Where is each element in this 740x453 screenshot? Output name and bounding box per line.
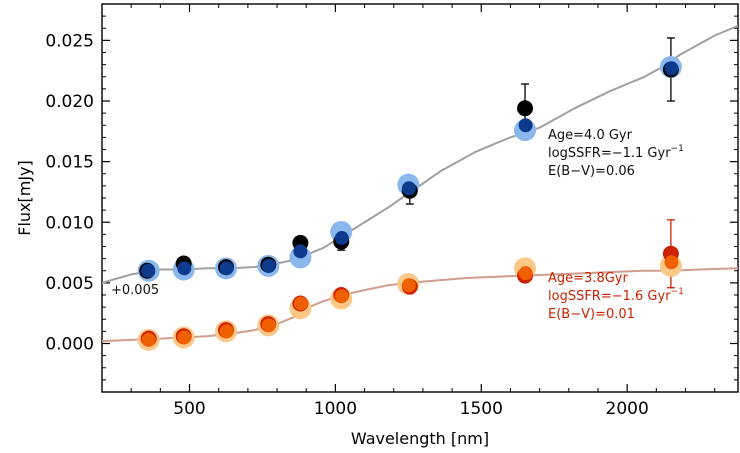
annotation-superscript: −1 (671, 144, 684, 154)
data-point (334, 231, 349, 246)
x-axis-label: Wavelength [nm] (351, 429, 489, 448)
annotation-superscript: −1 (671, 287, 684, 297)
data-point (517, 100, 534, 117)
data-points (137, 56, 682, 351)
data-point (219, 261, 234, 276)
data-point (664, 61, 679, 76)
y-tick-label: 0.005 (45, 274, 94, 294)
annotation-line: E(B−V)=0.06 (548, 164, 635, 179)
annotation-line: logSSFR=−1.6 Gyr−1 (548, 287, 684, 304)
offset-label: +0.005 (111, 283, 159, 298)
major-ticks (102, 4, 738, 392)
data-point (219, 324, 234, 339)
minor-ticks (102, 3, 738, 393)
data-point (664, 255, 679, 270)
y-tick-label: 0.020 (45, 92, 94, 112)
y-tick-label: 0.025 (45, 31, 94, 51)
data-point (261, 318, 276, 333)
y-tick-label: 0.000 (45, 335, 94, 355)
annotation-text: Age=3.8Gyr (548, 271, 628, 286)
x-tick-label: 1000 (314, 399, 357, 419)
y-tick-label: 0.015 (45, 153, 94, 173)
x-tick-label: 1500 (460, 399, 503, 419)
data-point (177, 261, 192, 276)
x-tick-label: 2000 (606, 399, 649, 419)
annotation-line: Age=3.8Gyr (548, 271, 628, 286)
annotation-text: E(B−V)=0.01 (548, 307, 635, 322)
data-point (261, 258, 276, 273)
data-point (334, 289, 349, 304)
data-point (141, 263, 156, 278)
data-point (141, 332, 156, 347)
data-point (518, 266, 533, 281)
data-point (293, 244, 308, 259)
plot-frame (101, 3, 739, 393)
tick-labels: 500 1000 1500 2000 0.000 0.005 0.010 0.015 0.020… (45, 31, 648, 419)
plot-area (102, 24, 738, 351)
data-point (401, 181, 416, 196)
annotation-line: logSSFR=−1.1 Gyr−1 (548, 144, 684, 161)
y-axis-label: Flux[mJy] (15, 160, 34, 236)
model-spectra (102, 24, 738, 343)
annotation-line: E(B−V)=0.01 (548, 307, 635, 322)
annotation-text: E(B−V)=0.06 (548, 164, 635, 179)
y-tick-label: 0.010 (45, 213, 94, 233)
model-spectrum-line (102, 24, 738, 284)
data-point (177, 330, 192, 345)
data-point (518, 118, 533, 133)
data-point (293, 296, 308, 311)
data-point (401, 278, 416, 293)
x-tick-label: 500 (173, 399, 205, 419)
annotation-text: logSSFR=−1.1 Gyr (548, 146, 671, 161)
annotation-text: logSSFR=−1.6 Gyr (548, 289, 671, 304)
annotation-text: Age=4.0 Gyr (548, 128, 633, 143)
annotation-line: Age=4.0 Gyr (548, 128, 633, 143)
model-spectrum-line (102, 267, 738, 343)
